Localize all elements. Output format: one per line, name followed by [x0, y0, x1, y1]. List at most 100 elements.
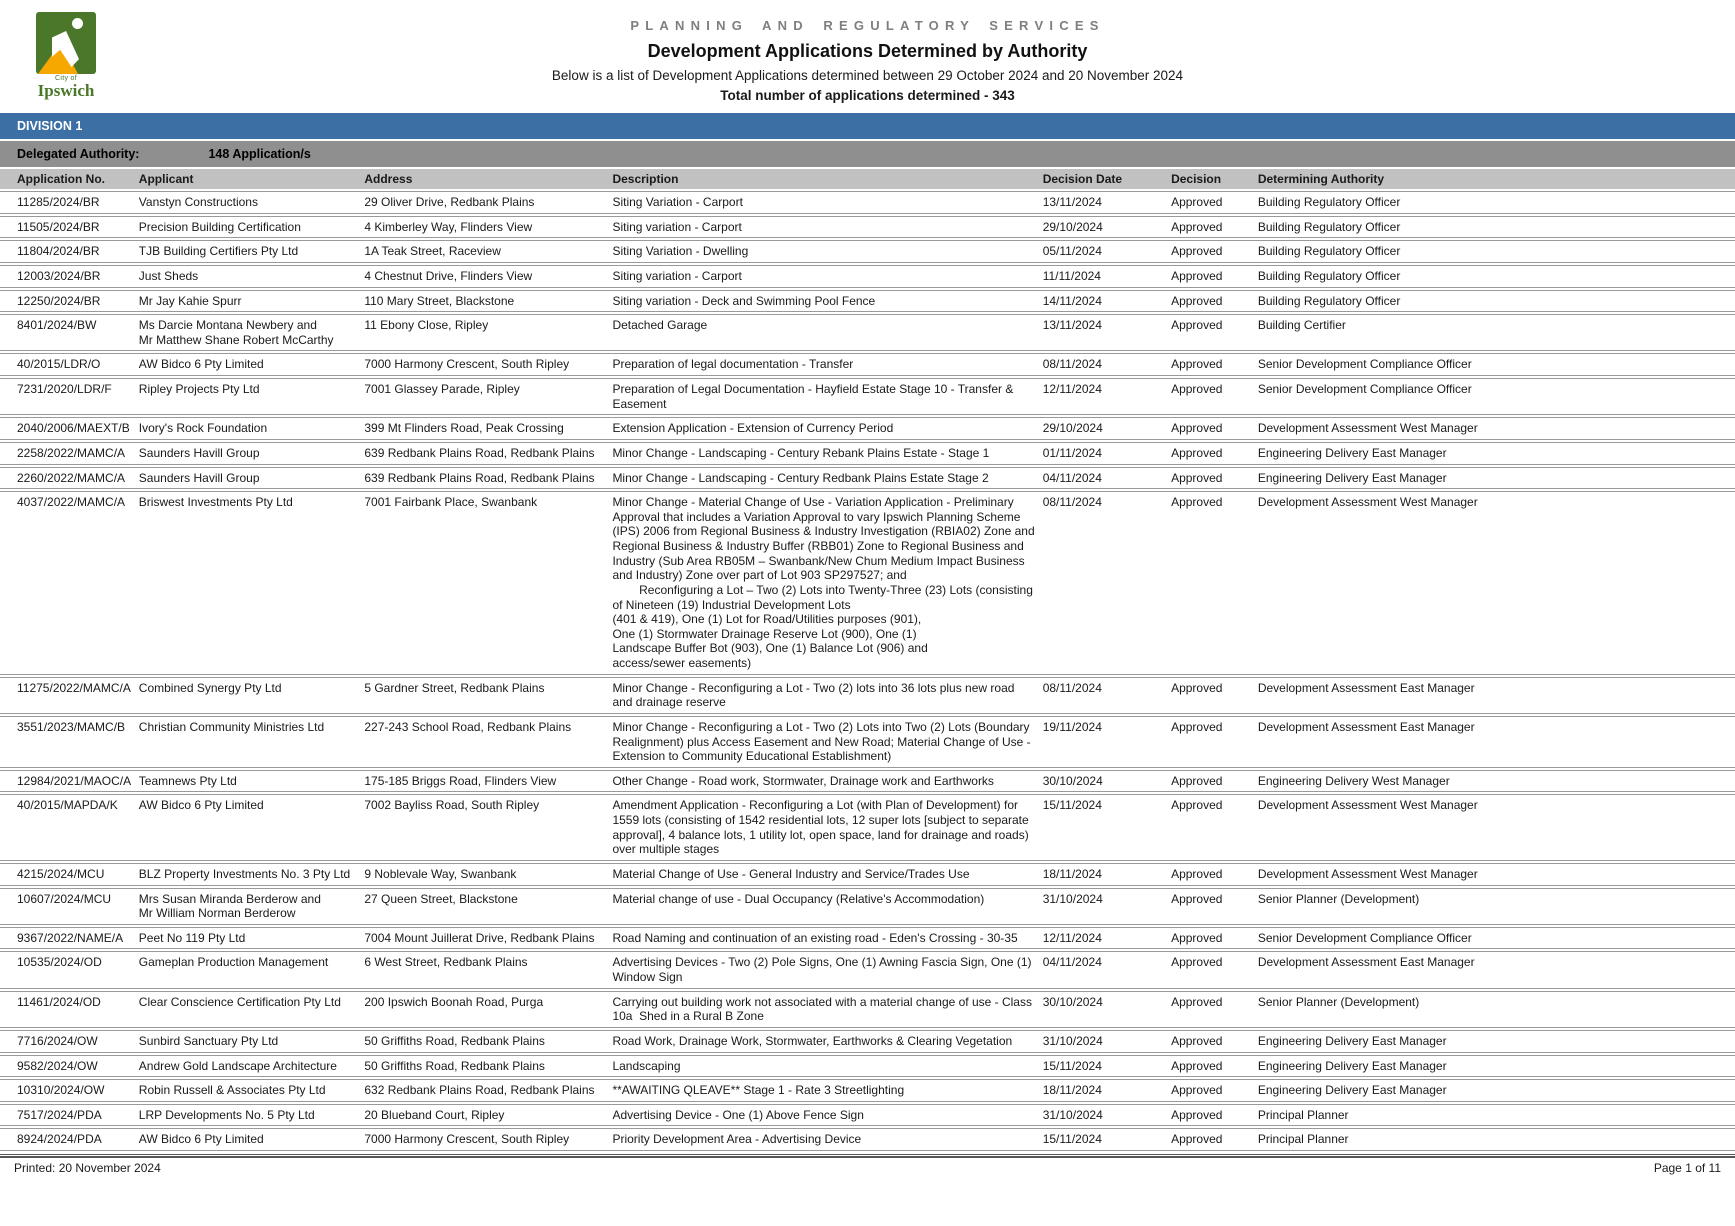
applications-table-header: Application No. Applicant Address Descri… [0, 169, 1735, 189]
cell-description: Other Change - Road work, Stormwater, Dr… [612, 769, 1043, 793]
cell-description: Siting variation - Deck and Swimming Poo… [612, 289, 1043, 313]
cell-determining-authority: Building Regulatory Officer [1257, 191, 1735, 214]
cell-determining-authority: Senior Development Compliance Officer [1257, 353, 1735, 376]
cell-decision-date: 18/11/2024 [1042, 1079, 1172, 1102]
cell-decision: Approved [1171, 887, 1258, 925]
cell-applicant: Christian Community Ministries Ltd [138, 715, 365, 768]
cell-description: Road Naming and continuation of an exist… [612, 926, 1043, 950]
cell-application-no: 10535/2024/OD [0, 951, 139, 989]
cell-decision-date: 30/10/2024 [1042, 990, 1172, 1028]
cell-determining-authority: Senior Planner (Development) [1257, 887, 1735, 925]
cell-decision-date: 12/11/2024 [1042, 378, 1172, 416]
cell-decision: Approved [1171, 862, 1258, 886]
cell-decision-date: 12/11/2024 [1042, 926, 1172, 950]
cell-decision-date: 08/11/2024 [1042, 676, 1172, 714]
cell-determining-authority: Engineering Delivery East Manager [1257, 441, 1735, 465]
cell-address: 29 Oliver Drive, Redbank Plains [364, 191, 613, 214]
cell-application-no: 11505/2024/BR [0, 215, 139, 239]
cell-determining-authority: Senior Development Compliance Officer [1257, 926, 1735, 950]
cell-decision: Approved [1171, 676, 1258, 714]
cell-decision-date: 30/10/2024 [1042, 769, 1172, 793]
cell-address: 639 Redbank Plains Road, Redbank Plains [364, 466, 613, 490]
col-header-address: Address [364, 169, 613, 189]
table-row: 2258/2022/MAMC/A Saunders Havill Group 6… [0, 441, 1735, 465]
cell-application-no: 12003/2024/BR [0, 264, 139, 288]
cell-decision: Approved [1171, 1103, 1258, 1127]
cell-description: Preparation of legal documentation - Tra… [612, 353, 1043, 376]
cell-description: Advertising Devices - Two (2) Pole Signs… [612, 951, 1043, 989]
ipswich-logo-icon [36, 12, 96, 74]
table-row: 11461/2024/OD Clear Conscience Certifica… [0, 990, 1735, 1028]
cell-decision: Approved [1171, 378, 1258, 416]
cell-decision: Approved [1171, 353, 1258, 376]
cell-determining-authority: Principal Planner [1257, 1128, 1735, 1151]
delegated-authority-label: Delegated Authority: [17, 147, 140, 161]
cell-decision-date: 15/11/2024 [1042, 1128, 1172, 1151]
cell-address: 7000 Harmony Crescent, South Ripley [364, 353, 613, 376]
table-row: 9367/2022/NAME/A Peet No 119 Pty Ltd 700… [0, 926, 1735, 950]
page-header: City of Ipswich PLANNING AND REGULATORY … [0, 0, 1735, 113]
cell-applicant: Mr Jay Kahie Spurr [138, 289, 365, 313]
cell-determining-authority: Development Assessment West Manager [1257, 862, 1735, 886]
application-count: 148 Application/s [208, 147, 311, 161]
cell-application-no: 4037/2022/MAMC/A [0, 491, 139, 675]
cell-decision: Approved [1171, 951, 1258, 989]
cell-applicant: AW Bidco 6 Pty Limited [138, 1128, 365, 1151]
cell-decision: Approved [1171, 466, 1258, 490]
cell-address: 4 Chestnut Drive, Flinders View [364, 264, 613, 288]
table-row: 7231/2020/LDR/F Ripley Projects Pty Ltd … [0, 378, 1735, 416]
cell-description: Priority Development Area - Advertising … [612, 1128, 1043, 1151]
table-row: 11505/2024/BR Precision Building Certifi… [0, 215, 1735, 239]
cell-address: 7002 Bayliss Road, South Ripley [364, 794, 613, 861]
table-row: 40/2015/MAPDA/K AW Bidco 6 Pty Limited 7… [0, 794, 1735, 861]
table-row: 9582/2024/OW Andrew Gold Landscape Archi… [0, 1054, 1735, 1078]
cell-application-no: 2040/2006/MAEXT/B [0, 417, 139, 440]
cell-application-no: 3551/2023/MAMC/B [0, 715, 139, 768]
table-row: 3551/2023/MAMC/B Christian Community Min… [0, 715, 1735, 768]
cell-description: Minor Change - Reconfiguring a Lot - Two… [612, 715, 1043, 768]
cell-decision-date: 08/11/2024 [1042, 491, 1172, 675]
cell-decision-date: 11/11/2024 [1042, 264, 1172, 288]
cell-decision-date: 05/11/2024 [1042, 240, 1172, 263]
cell-applicant: TJB Building Certifiers Pty Ltd [138, 240, 365, 263]
table-row: 10310/2024/OW Robin Russell & Associates… [0, 1079, 1735, 1102]
cell-description: Road Work, Drainage Work, Stormwater, Ea… [612, 1029, 1043, 1053]
page-subtitle: Below is a list of Development Applicati… [551, 68, 1184, 83]
logo-ipswich-text: Ipswich [37, 81, 95, 100]
cell-application-no: 7716/2024/OW [0, 1029, 139, 1053]
cell-address: 7004 Mount Juillerat Drive, Redbank Plai… [364, 926, 613, 950]
cell-application-no: 11804/2024/BR [0, 240, 139, 263]
table-row: 11275/2022/MAMC/A Combined Synergy Pty L… [0, 676, 1735, 714]
cell-address: 7001 Fairbank Place, Swanbank [364, 491, 613, 675]
cell-applicant: Precision Building Certification [138, 215, 365, 239]
cell-address: 50 Griffiths Road, Redbank Plains [364, 1054, 613, 1078]
page-number: Page 1 of 11 [1653, 1161, 1721, 1175]
cell-description: Minor Change - Reconfiguring a Lot - Two… [612, 676, 1043, 714]
header-text-block: PLANNING AND REGULATORY SERVICES Develop… [368, 18, 1368, 103]
cell-decision: Approved [1171, 264, 1258, 288]
total-applications-line: Total number of applications determined … [720, 88, 1015, 103]
cell-address: 6 West Street, Redbank Plains [364, 951, 613, 989]
cell-determining-authority: Development Assessment West Manager [1257, 794, 1735, 861]
table-end-rule [0, 1154, 1735, 1158]
cell-description: **AWAITING QLEAVE** Stage 1 - Rate 3 Str… [612, 1079, 1043, 1102]
cell-decision: Approved [1171, 441, 1258, 465]
cell-decision-date: 31/10/2024 [1042, 1029, 1172, 1053]
cell-application-no: 12250/2024/BR [0, 289, 139, 313]
cell-decision-date: 04/11/2024 [1042, 951, 1172, 989]
cell-decision: Approved [1171, 314, 1258, 352]
cell-application-no: 11461/2024/OD [0, 990, 139, 1028]
cell-decision-date: 13/11/2024 [1042, 191, 1172, 214]
cell-applicant: Briswest Investments Pty Ltd [138, 491, 365, 675]
col-header-decision: Decision [1171, 169, 1258, 189]
cell-determining-authority: Engineering Delivery East Manager [1257, 1079, 1735, 1102]
cell-determining-authority: Engineering Delivery East Manager [1257, 466, 1735, 490]
cell-description: Carrying out building work not associate… [612, 990, 1043, 1028]
cell-address: 175-185 Briggs Road, Flinders View [364, 769, 613, 793]
cell-description: Material Change of Use - General Industr… [612, 862, 1043, 886]
cell-determining-authority: Development Assessment East Manager [1257, 676, 1735, 714]
cell-application-no: 11275/2022/MAMC/A [0, 676, 139, 714]
cell-application-no: 8924/2024/PDA [0, 1128, 139, 1151]
cell-applicant: Clear Conscience Certification Pty Ltd [138, 990, 365, 1028]
cell-application-no: 11285/2024/BR [0, 191, 139, 214]
